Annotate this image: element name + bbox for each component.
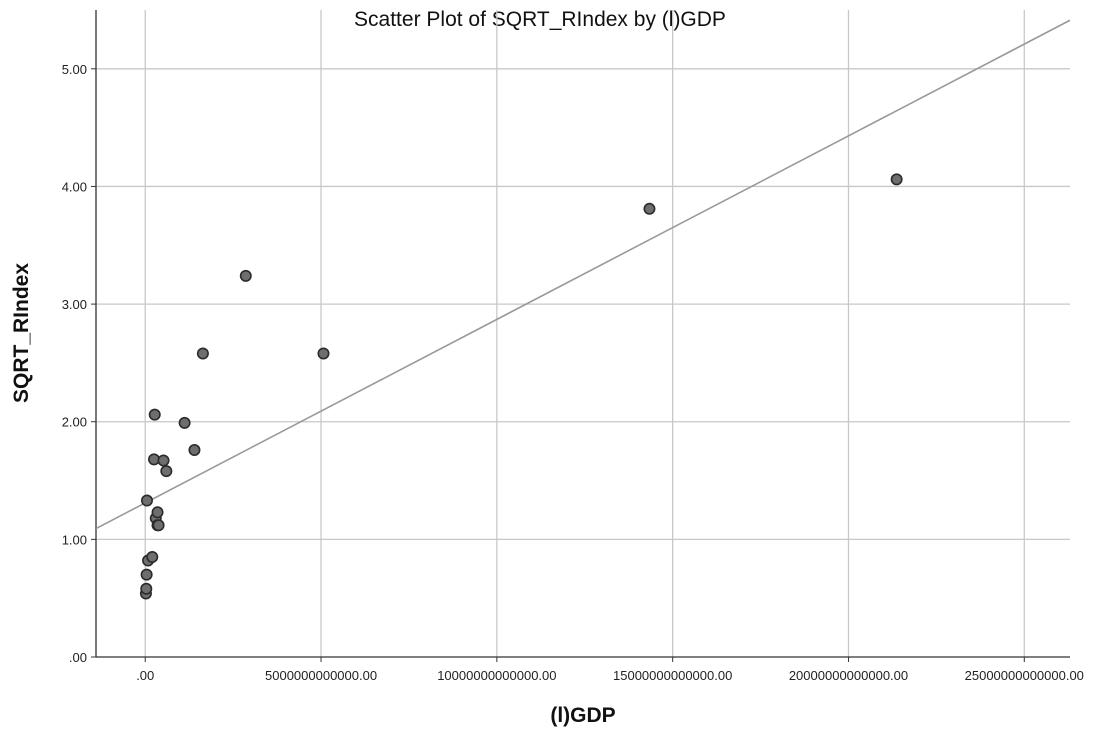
data-point (160, 465, 173, 478)
data-point (151, 506, 164, 519)
x-tick-label: 20000000000000.00 (789, 668, 908, 683)
data-point (890, 173, 903, 186)
data-point (317, 347, 330, 360)
data-point (239, 269, 252, 282)
y-tick-label: 5.00 (62, 62, 87, 77)
x-tick-label: 25000000000000.00 (965, 668, 1084, 683)
x-axis-label: (l)GDP (550, 704, 616, 727)
y-tick-label: 1.00 (62, 532, 87, 547)
y-axis-label: SQRT_RIndex (10, 262, 33, 404)
data-point (140, 568, 153, 581)
fit-line (95, 19, 1071, 530)
data-point (148, 408, 161, 421)
y-tick-label: 4.00 (62, 179, 87, 194)
data-point (157, 454, 170, 467)
data-point (140, 494, 153, 507)
data-point (643, 202, 656, 215)
x-tick-label: .00 (136, 668, 154, 683)
y-tick-label: 2.00 (62, 415, 87, 430)
data-point (188, 443, 201, 456)
data-point (146, 551, 159, 564)
x-tick-label: 5000000000000.00 (265, 668, 377, 683)
data-point (196, 347, 209, 360)
chart-title: Scatter Plot of SQRT_RIndex by (l)GDP (354, 8, 726, 31)
y-tick-label: .00 (69, 650, 87, 665)
x-tick-label: 15000000000000.00 (613, 668, 732, 683)
x-tick-label: 10000000000000.00 (437, 668, 556, 683)
y-tick-label: 3.00 (62, 297, 87, 312)
data-point (152, 519, 165, 532)
data-point (178, 416, 191, 429)
data-point (140, 582, 153, 595)
